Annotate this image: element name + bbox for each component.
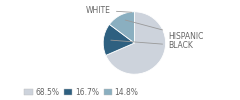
- Wedge shape: [109, 12, 134, 43]
- Legend: 68.5%, 16.7%, 14.8%: 68.5%, 16.7%, 14.8%: [21, 85, 142, 100]
- Text: BLACK: BLACK: [111, 40, 193, 50]
- Text: WHITE: WHITE: [86, 6, 132, 15]
- Wedge shape: [106, 12, 166, 74]
- Text: HISPANIC: HISPANIC: [125, 20, 204, 41]
- Wedge shape: [103, 24, 134, 55]
